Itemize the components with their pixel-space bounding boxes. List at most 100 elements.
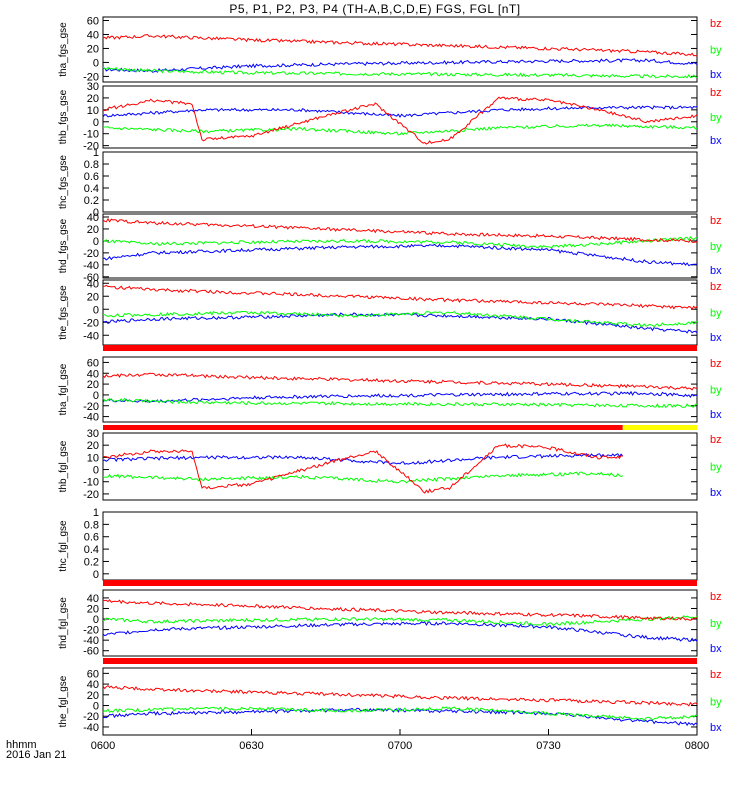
series-line-by xyxy=(102,66,698,79)
legend-entry-by: by xyxy=(710,241,722,253)
y-tick-label: 0.4 xyxy=(84,544,99,556)
x-tick-label: 0630 xyxy=(239,740,263,752)
y-tick-label: -10 xyxy=(83,129,99,141)
y-tick-label: 0 xyxy=(93,390,99,402)
y-tick-label: -10 xyxy=(83,477,99,489)
y-tick-label: 1 xyxy=(93,507,99,519)
legend-entry-bx: bx xyxy=(710,69,722,81)
y-axis-label: tha_fgs_gse xyxy=(58,22,69,77)
y-tick-label: 30 xyxy=(87,81,99,93)
series-line-by xyxy=(102,471,624,484)
legend-entry-by: by xyxy=(710,618,722,630)
y-tick-label: 0.4 xyxy=(84,183,99,195)
y-tick-label: -20 xyxy=(83,401,99,413)
status-bar xyxy=(103,345,697,351)
legend-entry-bz: bz xyxy=(710,591,722,603)
panel-frame xyxy=(102,151,698,213)
x-tick-label: 0600 xyxy=(91,740,115,752)
y-tick-label: 0 xyxy=(93,465,99,477)
y-tick-label: -60 xyxy=(83,272,99,284)
y-tick-label: 20 xyxy=(87,43,99,55)
y-tick-label: 40 xyxy=(87,278,99,290)
panel-frame xyxy=(102,16,698,83)
series-line-by xyxy=(102,706,698,722)
y-tick-label: 20 xyxy=(87,603,99,615)
legend-entry-by: by xyxy=(710,385,722,397)
y-tick-label: 20 xyxy=(87,690,99,702)
legend-entry-bx: bx xyxy=(710,643,722,655)
y-tick-label: 0 xyxy=(93,304,99,316)
status-bar xyxy=(103,658,697,664)
panel-frame xyxy=(102,356,698,423)
status-bars-layer xyxy=(103,345,697,664)
y-tick-label: 20 xyxy=(87,93,99,105)
y-tick-label: -40 xyxy=(83,330,99,342)
y-tick-label: -20 xyxy=(83,317,99,329)
y-tick-label: 40 xyxy=(87,679,99,691)
y-tick-label: 10 xyxy=(87,452,99,464)
panel-thc_fgs_gse: 00.20.40.60.81 thc_fgs_gse xyxy=(58,147,698,219)
y-tick-label: -20 xyxy=(83,489,99,501)
legend-entry-bz: bz xyxy=(710,18,722,30)
time-axis: 0600 0630 0700 0730 0800 xyxy=(91,729,709,752)
series-line-by xyxy=(103,123,698,136)
y-axis-label: tha_fgl_gse xyxy=(58,363,69,415)
status-bar xyxy=(622,425,697,430)
y-tick-label: 0.6 xyxy=(84,171,99,183)
status-bar xyxy=(103,425,623,430)
date-label: 2016 Jan 21 xyxy=(6,749,67,761)
legend-entry-bx: bx xyxy=(710,409,722,421)
series-line-by xyxy=(102,397,697,409)
y-tick-label: 0.6 xyxy=(84,532,99,544)
y-tick-label: 0.8 xyxy=(84,159,99,171)
y-axis-label: thd_fgs_gse xyxy=(58,218,69,273)
series-line-bx xyxy=(102,312,698,334)
legend-entry-bx: bx xyxy=(710,722,722,734)
y-axis-label: thc_fgs_gse xyxy=(58,155,69,209)
y-tick-label: 60 xyxy=(87,668,99,680)
legend-entry-bx: bx xyxy=(710,265,722,277)
y-tick-label: -40 xyxy=(83,635,99,647)
series-line-by xyxy=(102,310,698,328)
y-tick-label: -40 xyxy=(83,412,99,424)
y-tick-label: 0 xyxy=(93,117,99,129)
series-line-bz xyxy=(103,284,698,310)
y-tick-label: -20 xyxy=(83,141,99,153)
series-line-bz xyxy=(102,34,698,57)
panel-frame xyxy=(102,511,698,581)
y-tick-label: 0 xyxy=(93,57,99,69)
y-tick-label: 60 xyxy=(87,15,99,27)
panel-frame xyxy=(102,589,698,657)
legend-entry-by: by xyxy=(710,697,722,709)
y-tick-label: 0 xyxy=(93,207,99,219)
y-axis-label: the_fgs_gse xyxy=(58,285,69,340)
series-line-bx xyxy=(102,453,624,465)
y-axis-label: thd_fgl_gse xyxy=(58,597,69,649)
y-tick-label: 40 xyxy=(87,212,99,224)
y-tick-label: 0 xyxy=(93,614,99,626)
y-tick-label: 20 xyxy=(87,291,99,303)
legend-entry-bz: bz xyxy=(710,281,722,293)
y-tick-label: -60 xyxy=(83,646,99,658)
y-tick-label: -20 xyxy=(83,711,99,723)
legend-entry-bx: bx xyxy=(710,135,722,147)
x-tick-label: 0700 xyxy=(388,740,412,752)
y-tick-label: -20 xyxy=(83,248,99,260)
series-line-bz xyxy=(102,372,698,391)
panel-tha_fgs_gse: -20 0 20 40 60 tha_fgs_gse bz by bx xyxy=(58,15,722,83)
x-tick-label: 0730 xyxy=(536,740,560,752)
y-tick-label: 40 xyxy=(87,368,99,380)
y-axis-label: thb_fgl_gse xyxy=(58,440,69,492)
time-format-label: hhmm xyxy=(6,739,37,751)
y-tick-label: -20 xyxy=(83,71,99,83)
series-line-bz xyxy=(102,96,698,145)
y-tick-label: 40 xyxy=(87,593,99,605)
y-tick-label: 30 xyxy=(87,428,99,440)
y-tick-label: 0 xyxy=(93,701,99,713)
series-line-bx xyxy=(102,621,698,642)
